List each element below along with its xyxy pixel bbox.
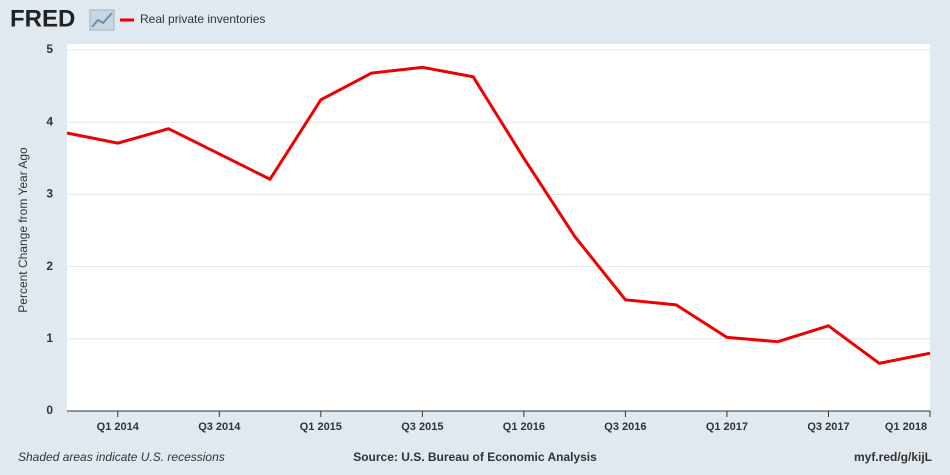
plot-area [67,44,930,411]
y-axis-label: Percent Change from Year Ago [16,147,30,313]
logo: FRED [10,5,75,32]
y-tick-label: 4 [46,114,53,128]
legend-label: Real private inventories [140,12,265,26]
footer-link[interactable]: myf.red/g/kijL [854,450,932,464]
x-tick-label: Q3 2015 [401,421,443,433]
footer-note: Shaded areas indicate U.S. recessions [18,450,225,464]
logo-icon [89,9,115,31]
x-tick-label: Q3 2016 [604,421,646,433]
y-tick-label: 3 [46,187,53,201]
x-tick-label: Q3 2014 [198,421,241,433]
x-tick-label: Q3 2017 [807,421,849,433]
footer-source: Source: U.S. Bureau of Economic Analysis [353,450,597,464]
y-tick-label: 0 [46,403,53,417]
x-tick-label: Q1 2018 [885,421,927,433]
y-tick-label: 5 [46,42,53,56]
x-tick-label: Q1 2015 [300,421,342,433]
series-line [66,65,931,365]
x-tick-label: Q1 2017 [706,421,748,433]
y-tick-label: 1 [46,331,53,345]
x-tick-label: Q1 2014 [97,421,140,433]
x-tick-label: Q1 2016 [503,421,545,433]
y-tick-label: 2 [46,259,53,273]
